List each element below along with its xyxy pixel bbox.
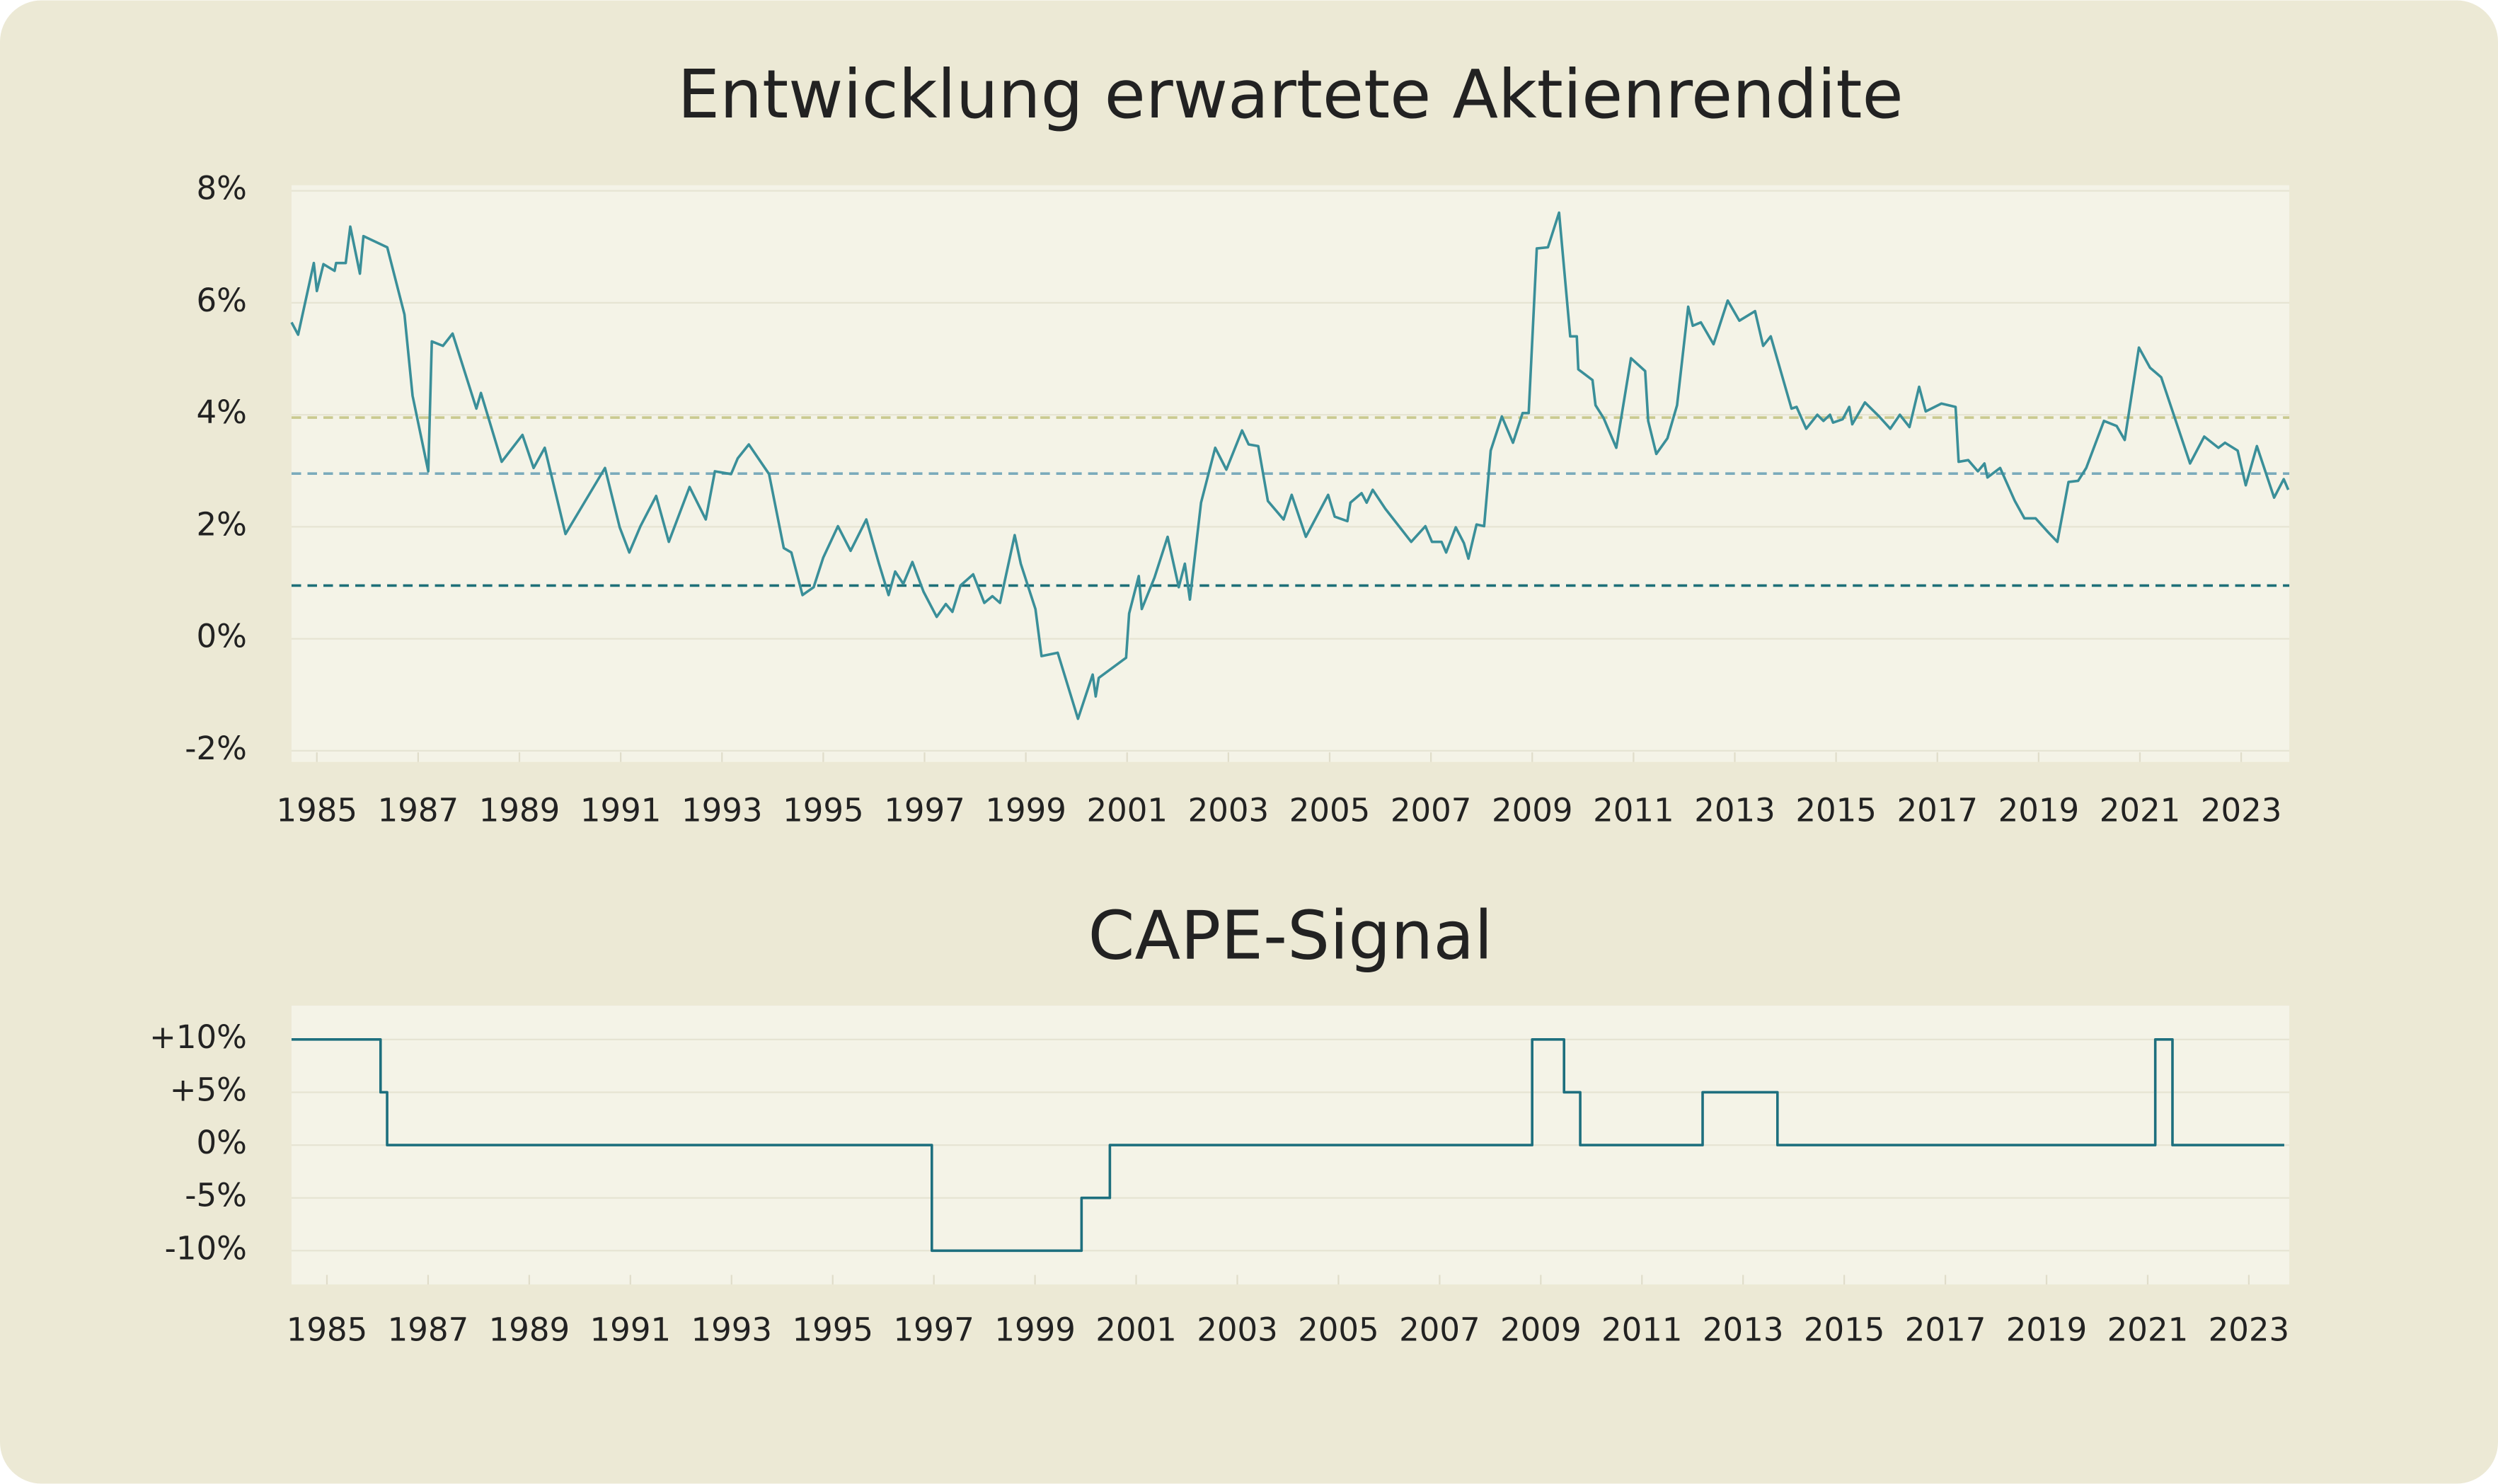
x-tick-label: 2001 xyxy=(1095,1311,1177,1349)
x-tick-label: 1997 xyxy=(884,792,965,829)
y-tick-label: -10% xyxy=(165,1229,247,1267)
x-tick-label: 1987 xyxy=(378,792,459,829)
x-tick-label: 1997 xyxy=(893,1311,974,1349)
x-tick-label: 1985 xyxy=(287,1311,368,1349)
x-tick-label: 1999 xyxy=(994,1311,1076,1349)
x-tick-label: 2003 xyxy=(1197,1311,1278,1349)
x-tick-label: 1989 xyxy=(489,1311,570,1349)
y-tick-label: -2% xyxy=(185,730,247,767)
x-tick-label: 2017 xyxy=(1905,1311,1986,1349)
x-tick-label: 2005 xyxy=(1298,1311,1379,1349)
x-tick-label: 1987 xyxy=(388,1311,469,1349)
y-tick-label: 8% xyxy=(197,170,247,207)
x-tick-label: 2003 xyxy=(1188,792,1270,829)
y-tick-label: 2% xyxy=(197,505,247,543)
x-tick-label: 2011 xyxy=(1601,1311,1683,1349)
x-tick-label: 2013 xyxy=(1703,1311,1784,1349)
chart-title: CAPE-Signal xyxy=(1088,897,1493,975)
y-tick-label: 0% xyxy=(197,1124,247,1161)
x-tick-label: 2009 xyxy=(1500,1311,1582,1349)
x-tick-label: 2011 xyxy=(1593,792,1674,829)
x-tick-label: 2007 xyxy=(1399,1311,1480,1349)
x-tick-label: 2015 xyxy=(1795,792,1877,829)
chart-title: Entwicklung erwartete Aktienrendite xyxy=(677,56,1903,134)
x-tick-label: 1995 xyxy=(783,792,864,829)
data-line xyxy=(291,1038,2284,1253)
x-tick-label: 2005 xyxy=(1289,792,1371,829)
y-tick-label: 0% xyxy=(197,618,247,655)
x-tick-label: 1993 xyxy=(681,792,763,829)
y-tick-label: 6% xyxy=(197,282,247,319)
x-tick-label: 2019 xyxy=(1998,792,2080,829)
x-tick-label: 1991 xyxy=(590,1311,672,1349)
x-tick-label: 1995 xyxy=(792,1311,873,1349)
x-tick-label: 2021 xyxy=(2107,1311,2189,1349)
x-tick-label: 2023 xyxy=(2209,1311,2290,1349)
x-tick-label: 1991 xyxy=(580,792,662,829)
data-line xyxy=(290,211,2290,720)
x-tick-label: 1985 xyxy=(276,792,357,829)
x-tick-label: 2015 xyxy=(1804,1311,1885,1349)
x-tick-label: 2019 xyxy=(2006,1311,2088,1349)
y-tick-label: -5% xyxy=(185,1177,247,1214)
x-tick-label: 2007 xyxy=(1391,792,1472,829)
y-tick-label: +10% xyxy=(149,1018,247,1056)
x-tick-label: 2001 xyxy=(1086,792,1168,829)
x-tick-label: 2013 xyxy=(1694,792,1775,829)
x-tick-label: 1993 xyxy=(691,1311,772,1349)
x-tick-label: 2009 xyxy=(1492,792,1573,829)
y-tick-label: 4% xyxy=(197,393,247,431)
x-tick-label: 1989 xyxy=(479,792,560,829)
x-tick-label: 2021 xyxy=(2100,792,2181,829)
y-tick-label: +5% xyxy=(170,1071,247,1108)
x-tick-label: 2017 xyxy=(1896,792,1978,829)
x-tick-label: 1999 xyxy=(985,792,1066,829)
x-tick-label: 2023 xyxy=(2201,792,2282,829)
